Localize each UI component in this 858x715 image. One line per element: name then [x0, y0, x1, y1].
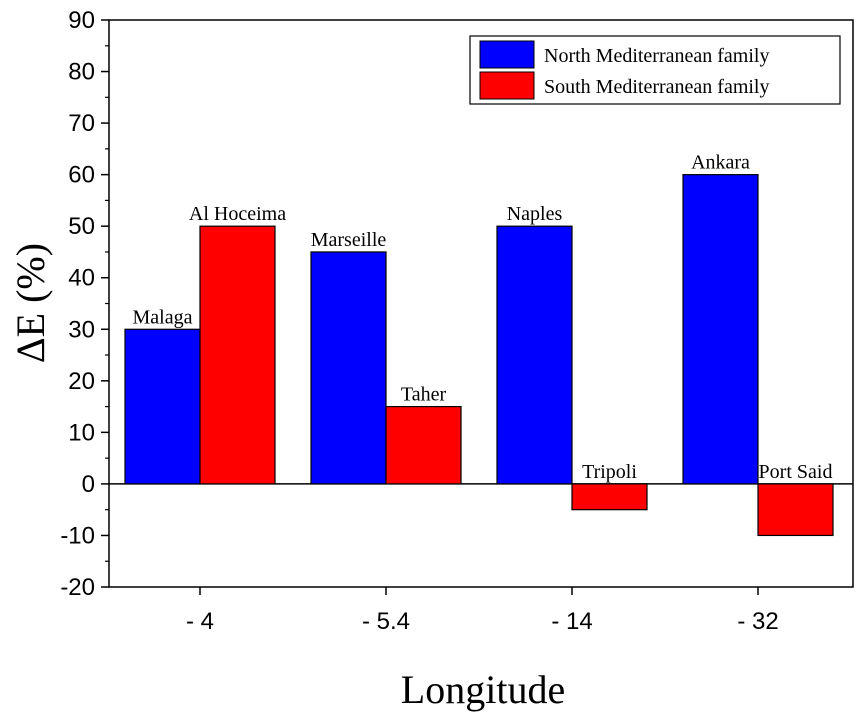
y-tick-label-4: 20	[68, 368, 95, 395]
y-tick-label-6: 40	[68, 265, 95, 292]
y-tick-label-1: -10	[60, 522, 95, 549]
bar-label-south-1: Taher	[401, 384, 447, 406]
bar-south-1	[385, 405, 462, 485]
bar-north-3	[682, 174, 759, 485]
y-tick-label-9: 70	[68, 110, 95, 137]
bars	[124, 174, 834, 537]
y-tick-label-0: -20	[60, 574, 95, 601]
bar-label-north-1: Marseille	[311, 229, 387, 251]
legend-label-0: North Mediterranean family	[544, 45, 769, 67]
y-tick-label-2: 0	[82, 471, 95, 498]
legend-swatch-0	[479, 40, 535, 69]
y-tick-label-8: 60	[68, 162, 95, 189]
y-tick-label-5: 30	[68, 316, 95, 343]
x-tick-label-0: - 4	[186, 608, 214, 635]
legend: North Mediterranean family South Mediterr…	[469, 35, 841, 105]
x-tick-label-3: - 32	[737, 608, 778, 635]
x-axis: - 4 - 5.4 - 14 - 32	[186, 587, 779, 635]
y-axis: -20 -10 0 10 20 30 40 50 60 70 80 90	[60, 7, 109, 601]
bar-label-north-3: Ankara	[691, 152, 750, 174]
bar-label-south-2: Tripoli	[582, 461, 637, 483]
bar-south-3	[757, 483, 834, 537]
x-tick-label-2: - 14	[551, 608, 592, 635]
legend-label-1: South Mediterranean family	[544, 76, 770, 98]
bar-north-0	[124, 328, 201, 485]
x-tick-label-1: - 5.4	[362, 608, 410, 635]
bar-north-2	[496, 225, 573, 485]
y-tick-label-11: 90	[68, 7, 95, 34]
y-tick-label-3: 10	[68, 419, 95, 446]
y-axis-title: ΔE (%)	[8, 243, 53, 363]
bar-labels: Malaga Al Hoceima Marseille Taher Naples Trip…	[133, 152, 833, 483]
y-tick-label-10: 80	[68, 59, 95, 86]
legend-swatch-1	[479, 71, 535, 100]
bar-label-north-2: Naples	[507, 203, 563, 225]
x-axis-title: Longitude	[401, 667, 565, 712]
bar-label-south-3: Port Said	[759, 461, 833, 483]
bar-label-north-0: Malaga	[133, 306, 193, 328]
y-tick-label-7: 50	[68, 213, 95, 240]
bar-label-south-0: Al Hoceima	[189, 203, 286, 225]
bar-south-0	[199, 225, 276, 485]
bar-south-2	[571, 483, 648, 511]
bar-north-1	[310, 251, 387, 485]
